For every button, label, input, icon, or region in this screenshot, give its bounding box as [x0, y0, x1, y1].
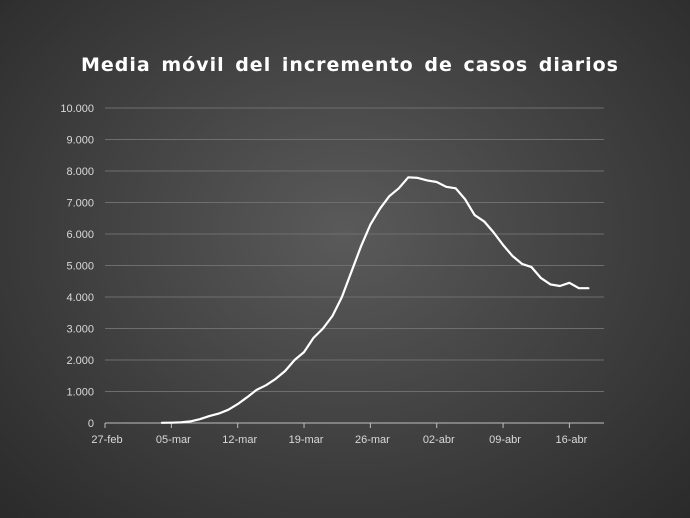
x-tick-label: 19-mar — [289, 434, 324, 446]
y-tick-label: 7.000 — [66, 198, 94, 210]
y-tick-label: 8.000 — [66, 166, 94, 178]
y-tick-label: 0 — [88, 418, 94, 430]
x-tick-label: 26-mar — [355, 434, 390, 446]
x-tick-label: 09-abr — [489, 434, 521, 446]
y-tick-label: 5.000 — [66, 261, 94, 273]
chart-title: Media móvil del incremento de casos diar… — [80, 54, 619, 76]
x-tick-label: 02-abr — [423, 434, 455, 446]
x-tick-label: 05-mar — [156, 434, 191, 446]
y-tick-label: 1.000 — [66, 387, 94, 399]
x-tick-label: 12-mar — [222, 434, 257, 446]
series-line — [160, 176, 590, 424]
x-tick-label: 16-abr — [556, 434, 588, 446]
y-tick-label: 2.000 — [66, 355, 94, 367]
y-tick-label: 10.000 — [60, 103, 94, 115]
x-tick-label: 27-feb — [91, 434, 122, 446]
y-tick-label: 3.000 — [66, 324, 94, 336]
y-tick-label: 9.000 — [66, 135, 94, 147]
y-tick-label: 4.000 — [66, 292, 94, 304]
y-tick-label: 6.000 — [66, 229, 94, 241]
